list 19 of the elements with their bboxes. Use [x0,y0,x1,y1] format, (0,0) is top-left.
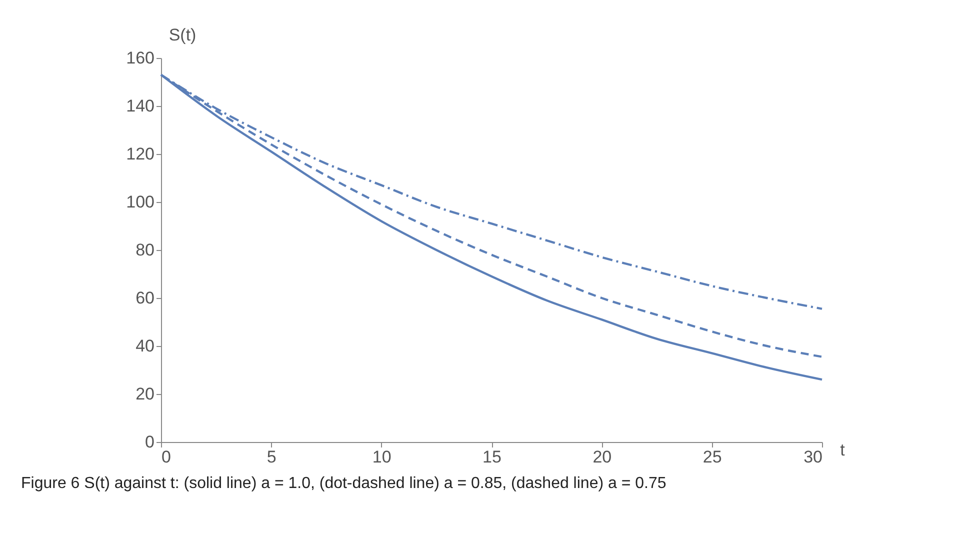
y-tick-label: 0 [145,432,154,452]
x-axis-title: t [840,440,846,460]
x-tick-label: 5 [266,448,276,466]
y-tick-label: 80 [136,240,154,260]
y-tick-label: 60 [136,288,154,308]
y-tick-label: 120 [126,144,154,164]
x-tick-label: 10 [372,448,392,466]
y-tick-label: 140 [126,96,154,116]
x-tick-label: 0 [162,448,171,466]
x-tick-label: 30 [804,448,822,466]
x-tick-label: 25 [702,448,722,466]
y-axis-title: S(t) [168,26,196,44]
x-tick-label: 20 [592,448,612,466]
x-tick-label: 15 [482,448,502,466]
caption: Figure 6 S(t) against t: (solid line) a = 1.0, (dot-dashed line) a = 0.85, (dashed line) a = 0.75 [21,475,666,492]
y-tick-label: 20 [136,384,154,404]
y-tick-label: 100 [126,192,154,212]
y-tick-label: 40 [136,336,154,356]
y-tick-label: 160 [126,48,154,68]
